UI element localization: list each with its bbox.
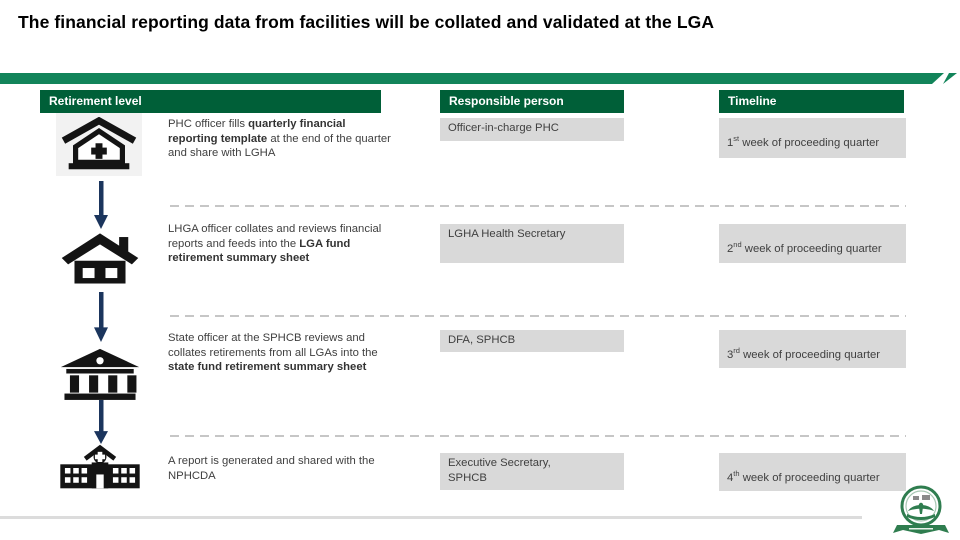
timeline-text: week of proceeding quarter xyxy=(741,242,882,255)
timeline-cell: 3rd week of proceeding quarter xyxy=(719,330,906,368)
row-separator xyxy=(170,435,906,437)
flow-down-arrow xyxy=(94,181,108,229)
row-separator xyxy=(170,205,906,207)
bank-building-icon xyxy=(57,345,143,402)
hospital-building-icon xyxy=(53,443,147,493)
step-text-regular: PHC officer fills xyxy=(168,118,249,130)
step-description: LHGA officer collates and reviews financ… xyxy=(168,222,392,266)
flow-down-arrow xyxy=(94,292,108,342)
timeline-ordinal: 1 xyxy=(727,136,734,149)
step-text-regular: LHGA officer collates and reviews financ… xyxy=(168,223,382,250)
timeline-text: week of proceeding quarter xyxy=(739,348,881,361)
responsible-person-cell: DFA, SPHCB xyxy=(440,330,624,352)
timeline-cell: 2nd week of proceeding quarter xyxy=(719,224,906,263)
step-description: PHC officer fills quarterly financial re… xyxy=(168,117,392,161)
timeline-text: week of proceeding quarter xyxy=(739,136,880,149)
timeline-ordinal-suffix: st xyxy=(733,133,740,143)
step-description: State officer at the SPHCB reviews and c… xyxy=(168,331,392,375)
step-text-bold: state fund retirement summary sheet xyxy=(168,361,367,374)
timeline-ordinal: 3 xyxy=(727,348,734,361)
step-description: A report is generated and shared with th… xyxy=(168,454,392,483)
step-text-regular: A report is generated and shared with th… xyxy=(168,455,375,482)
accent-bar xyxy=(0,73,957,84)
timeline-ordinal: 2 xyxy=(727,242,734,255)
timeline-cell: 4th week of proceeding quarter xyxy=(719,453,906,491)
step-text-regular: at the end of the quarter and share with… xyxy=(168,132,391,160)
column-header-timeline: Timeline xyxy=(719,90,904,113)
responsible-person-cell: LGHA Health Secretary xyxy=(440,224,624,263)
timeline-ordinal-suffix: nd xyxy=(733,239,742,249)
timeline-ordinal-suffix: rd xyxy=(733,345,740,355)
column-header-retirement-level: Retirement level xyxy=(40,90,381,113)
timeline-text: week of proceeding quarter xyxy=(739,471,880,484)
step-text-bold: quarterly financial reporting template xyxy=(168,118,346,145)
timeline-ordinal: 4 xyxy=(727,471,734,484)
slide-title: The financial reporting data from facili… xyxy=(18,12,715,32)
responsible-person-cell: Executive Secretary, SPHCB xyxy=(440,453,624,490)
house-icon xyxy=(58,227,142,289)
step-text-bold: LGA fund retirement summary sheet xyxy=(168,237,351,265)
nphcda-logo xyxy=(893,485,949,534)
flow-down-arrow xyxy=(94,400,108,444)
footer-divider xyxy=(0,516,862,519)
phc-facility-icon xyxy=(56,113,142,176)
step-text-regular: State officer at the SPHCB reviews and c… xyxy=(168,332,378,359)
timeline-cell: 1st week of proceeding quarter xyxy=(719,118,906,158)
responsible-person-cell: Officer-in-charge PHC xyxy=(440,118,624,141)
timeline-ordinal-suffix: th xyxy=(733,468,740,478)
row-separator xyxy=(170,315,906,317)
column-header-responsible-person: Responsible person xyxy=(440,90,624,113)
